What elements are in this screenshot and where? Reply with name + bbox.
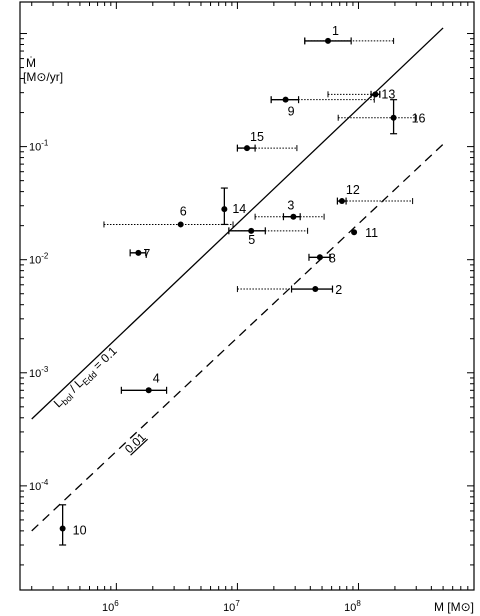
data-point-15	[244, 145, 250, 152]
data-point-3	[290, 213, 297, 220]
point-label-9: 9	[288, 105, 295, 119]
line-label-0.01: 0.01	[122, 430, 149, 456]
data-point-9	[282, 96, 289, 103]
error-bars	[59, 37, 417, 546]
y-tick-label: 10-1	[29, 139, 49, 154]
point-label-7: 7	[143, 247, 150, 261]
point-label-13: 13	[381, 87, 395, 101]
line-ratio-0.01	[31, 143, 444, 532]
data-point-8	[316, 254, 323, 261]
data-point-14	[221, 206, 228, 213]
data-point-10	[59, 525, 66, 532]
point-label-11: 11	[365, 226, 378, 240]
y-tick-label: 10-2	[29, 252, 49, 267]
point-label-15: 15	[250, 130, 264, 144]
data-point-2	[312, 286, 319, 293]
data-point-7	[135, 249, 142, 256]
data-point-11	[351, 229, 358, 236]
point-label-8: 8	[329, 251, 336, 265]
y-axis-title-symbol: Ṁ	[26, 56, 36, 70]
point-label-16: 16	[412, 112, 426, 126]
x-tick-label: 107	[223, 599, 240, 614]
point-label-4: 4	[153, 371, 160, 385]
point-label-14: 14	[232, 202, 246, 216]
point-label-6: 6	[180, 204, 187, 218]
data-point-4	[145, 387, 152, 394]
y-axis-title-unit: [M⊙/yr]	[23, 70, 63, 84]
reference-lines: Lbol / LEdd = 0.10.01	[31, 27, 444, 532]
y-tick-label: 10-3	[29, 365, 49, 380]
line-label-lbol-ledd: Lbol / LEdd = 0.1	[51, 344, 122, 412]
y-tick-label: 10-4	[29, 478, 49, 493]
data-point-5	[248, 227, 255, 234]
point-label-3: 3	[287, 199, 294, 213]
point-label-5: 5	[248, 233, 255, 247]
point-label-1: 1	[332, 24, 339, 38]
point-label-10: 10	[73, 523, 87, 537]
data-point-16	[390, 114, 397, 121]
point-label-2: 2	[335, 283, 342, 297]
point-label-12: 12	[346, 183, 360, 197]
data-point-6	[177, 221, 184, 228]
plot-frame	[19, 1, 475, 591]
data-point-12	[338, 198, 345, 205]
data-point-1	[324, 37, 331, 44]
x-tick-label: 108	[344, 599, 361, 614]
data-point-13	[372, 91, 379, 98]
x-axis-title: M [M⊙]	[434, 600, 474, 614]
x-tick-label: 106	[102, 599, 119, 614]
